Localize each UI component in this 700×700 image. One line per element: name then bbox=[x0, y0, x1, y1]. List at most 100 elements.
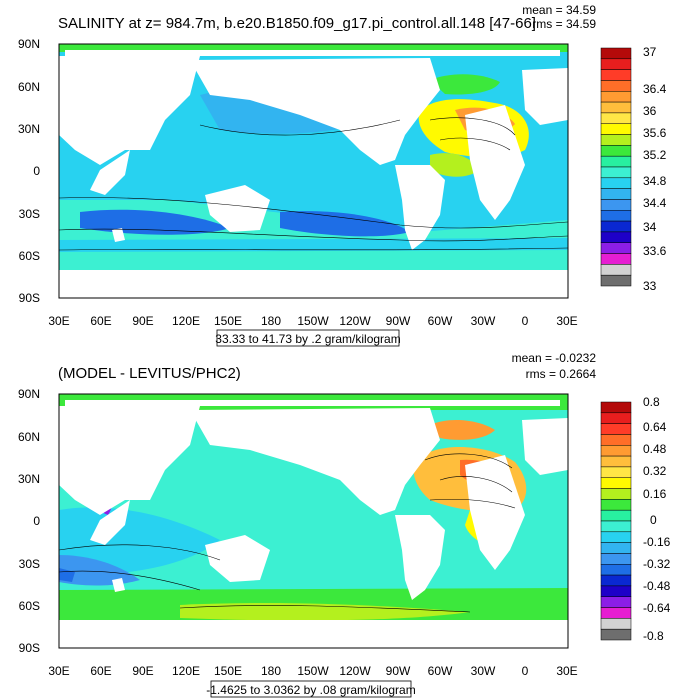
colorbar-swatch bbox=[600, 69, 632, 81]
lon-tick-label: 90E bbox=[132, 664, 153, 678]
indian-ocean-low bbox=[59, 555, 140, 586]
lat-tick-label: 30S bbox=[19, 207, 40, 221]
colorbar-swatch bbox=[600, 434, 632, 446]
lat-tick-label: 60S bbox=[19, 599, 40, 613]
difference-map-panel: (MODEL - LEVITUS/PHC2) mean = -0.0232 rm… bbox=[0, 350, 700, 700]
colorbar-swatch bbox=[600, 253, 632, 265]
lat-tick-label: 60N bbox=[18, 80, 40, 94]
lon-tick-label: 150E bbox=[214, 664, 242, 678]
colorbar-swatch bbox=[600, 47, 632, 60]
contour-lines bbox=[59, 117, 568, 251]
lon-tick-label: 120E bbox=[172, 664, 200, 678]
lon-tick-labels: 30E 60E 90E 120E 150E 180 150W 120W 90W … bbox=[48, 664, 577, 678]
rms-value: rms = 0.2664 bbox=[526, 367, 597, 381]
lat-tick-label: 0 bbox=[33, 164, 40, 178]
circumpolar-band bbox=[59, 238, 568, 252]
colorbar-labels: 0.8 0.64 0.48 0.32 0.16 0 -0.16 -0.32 -0… bbox=[643, 395, 671, 643]
map-title: SALINITY at z= 984.7m, b.e20.B1850.f09_g… bbox=[58, 15, 536, 32]
colorbar-label: -0.64 bbox=[643, 601, 671, 615]
lon-tick-label: 60W bbox=[428, 314, 453, 328]
colorbar-swatch bbox=[600, 210, 632, 222]
colorbar-swatch bbox=[600, 112, 632, 124]
colorbar-label: -0.16 bbox=[643, 535, 671, 549]
tropical-atlantic bbox=[430, 153, 480, 177]
colorbar-swatch bbox=[600, 123, 632, 135]
lon-tick-label: 30E bbox=[556, 664, 577, 678]
lon-tick-label: 30W bbox=[471, 314, 496, 328]
lon-tick-label: 180 bbox=[261, 664, 281, 678]
lon-tick-labels: 30E 60E 90E 120E 150E 180 150W 120W 90W … bbox=[48, 314, 577, 328]
lon-tick-label: 90W bbox=[386, 314, 411, 328]
colorbar-label: 37 bbox=[643, 45, 657, 59]
lon-tick-label: 60W bbox=[428, 664, 453, 678]
colorbar-label: 0.64 bbox=[643, 420, 667, 434]
colorbar-swatch bbox=[600, 145, 632, 157]
south-pacific-low bbox=[280, 211, 410, 237]
colorbar-swatch bbox=[600, 134, 632, 146]
colorbar-swatch bbox=[600, 412, 632, 424]
colorbar-label: 34.8 bbox=[643, 174, 667, 188]
difference-map-svg: (MODEL - LEVITUS/PHC2) mean = -0.0232 rm… bbox=[18, 351, 671, 698]
lon-tick-label: 150W bbox=[297, 314, 329, 328]
colorbar-label: 36 bbox=[643, 104, 657, 118]
lon-tick-label: 120W bbox=[339, 314, 371, 328]
colorbar-swatch bbox=[600, 542, 632, 554]
colorbar-label: 0.48 bbox=[643, 442, 667, 456]
colorbar-swatch bbox=[600, 91, 632, 103]
lat-tick-label: 60S bbox=[19, 249, 40, 263]
colorbar-swatch bbox=[600, 628, 632, 641]
lat-tick-label: 30S bbox=[19, 557, 40, 571]
colorbar-label: -0.48 bbox=[643, 579, 671, 593]
colorbar-swatch bbox=[600, 596, 632, 608]
colorbar-swatch bbox=[600, 155, 632, 168]
lon-tick-label: 30E bbox=[48, 314, 69, 328]
colorbar bbox=[600, 47, 632, 287]
colorbar-swatch bbox=[600, 423, 632, 435]
contour-info-label: 33.33 to 41.73 by .2 gram/kilogram bbox=[215, 332, 400, 346]
lon-tick-label: 30E bbox=[48, 664, 69, 678]
lon-tick-label: 90W bbox=[386, 664, 411, 678]
colorbar-label: 35.2 bbox=[643, 148, 667, 162]
contour-info-box bbox=[216, 329, 400, 347]
lat-tick-label: 90S bbox=[19, 291, 40, 305]
lon-tick-label: 90E bbox=[132, 314, 153, 328]
lat-tick-label: 90N bbox=[18, 387, 40, 401]
lon-tick-label: 120W bbox=[339, 664, 371, 678]
lon-tick-label: 60E bbox=[90, 314, 111, 328]
contour-lines bbox=[59, 453, 516, 613]
colorbar-swatch bbox=[600, 401, 632, 414]
colorbar-swatch bbox=[600, 101, 632, 114]
map-title: (MODEL - LEVITUS/PHC2) bbox=[58, 365, 241, 382]
lat-tick-label: 60N bbox=[18, 430, 40, 444]
colorbar-label: 36.4 bbox=[643, 82, 667, 96]
lon-tick-label: 0 bbox=[522, 664, 529, 678]
colorbar-label: 0.16 bbox=[643, 487, 667, 501]
colorbar-swatch bbox=[600, 531, 632, 543]
salinity-map-svg: SALINITY at z= 984.7m, b.e20.B1850.f09_g… bbox=[18, 3, 667, 347]
map-frame bbox=[58, 393, 569, 649]
colorbar-swatch bbox=[600, 80, 632, 92]
map-field bbox=[59, 44, 568, 298]
colorbar-swatch bbox=[600, 466, 632, 478]
map-field bbox=[59, 394, 568, 648]
lon-tick-label: 120E bbox=[172, 314, 200, 328]
lat-tick-labels: 90N 60N 30N 0 30S 60S 90S bbox=[18, 37, 40, 305]
colorbar-swatch bbox=[600, 188, 632, 200]
colorbar-swatch bbox=[600, 199, 632, 211]
colorbar bbox=[600, 401, 632, 641]
nordic-seas bbox=[430, 74, 500, 95]
rms-value: rms = 34.59 bbox=[532, 17, 596, 31]
mean-value: mean = -0.0232 bbox=[512, 351, 597, 365]
colorbar-swatch bbox=[600, 618, 632, 630]
lat-tick-label: 90N bbox=[18, 37, 40, 51]
land bbox=[59, 400, 568, 648]
colorbar-swatch bbox=[600, 520, 632, 533]
colorbar-swatch bbox=[600, 177, 632, 189]
contour-info-label: -1.4625 to 3.0362 by .08 gram/kilogram bbox=[206, 683, 415, 697]
lon-tick-label: 30W bbox=[471, 664, 496, 678]
lat-tick-label: 0 bbox=[33, 514, 40, 528]
colorbar-swatch bbox=[600, 445, 632, 457]
colorbar-labels: 37 36.4 36 35.6 35.2 34.8 34.4 34 33.6 3… bbox=[643, 45, 667, 293]
lat-tick-labels: 90N 60N 30N 0 30S 60S 90S bbox=[18, 387, 40, 655]
lon-tick-label: 180 bbox=[261, 314, 281, 328]
